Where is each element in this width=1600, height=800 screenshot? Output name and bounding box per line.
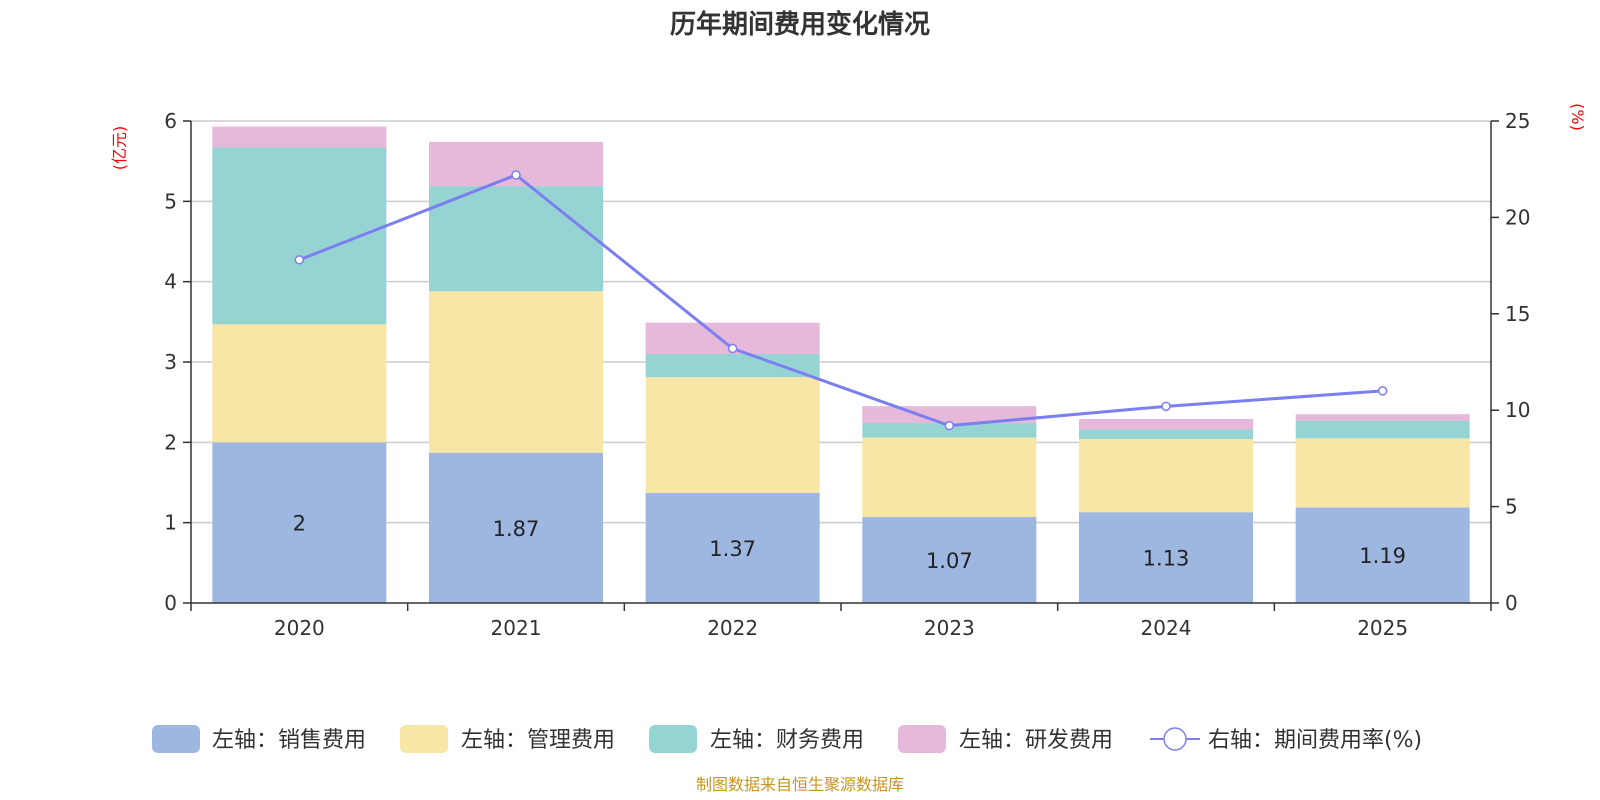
x-tick-label: 2022	[707, 616, 758, 640]
legend-label: 左轴：销售费用	[212, 728, 366, 753]
legend-label: 左轴：财务费用	[710, 728, 864, 753]
bar-segment	[1079, 429, 1253, 440]
rate-line	[294, 170, 1388, 431]
left-tick-label: 1	[164, 511, 177, 535]
source-note: 制图数据来自恒生聚源数据库	[696, 775, 904, 794]
left-tick-label: 6	[164, 109, 177, 133]
bar-segment	[1079, 512, 1253, 603]
bar-segment	[1295, 420, 1470, 439]
bar-segment	[212, 324, 387, 443]
bar-segment	[1295, 438, 1470, 508]
bar-segment	[862, 437, 1037, 518]
chart-title: 历年期间费用变化情况	[670, 9, 930, 40]
rate-point	[511, 170, 521, 180]
left-tick-label: 3	[164, 350, 177, 374]
rate-line-path	[298, 173, 1383, 428]
bar-segment	[1079, 439, 1253, 513]
legend: 左轴：销售费用 左轴：管理费用 左轴：财务费用 左轴：研发费用 右轴：期间费用率(%)	[152, 725, 1422, 753]
rate-point	[294, 255, 305, 265]
right-tick-label: 25	[1505, 109, 1530, 133]
right-tick-label: 10	[1505, 398, 1530, 422]
legend-label: 左轴：管理费用	[461, 728, 615, 753]
bar-segment	[1295, 507, 1470, 603]
bar-data-label: 1.07	[926, 549, 973, 573]
right-tick-label: 0	[1505, 591, 1518, 615]
right-axis-unit: (%)	[1568, 103, 1587, 131]
right-tick-label: 15	[1505, 302, 1530, 326]
bar-data-label: 2	[293, 512, 306, 536]
bar-segment	[1295, 414, 1470, 421]
x-tick-label: 2025	[1357, 616, 1408, 640]
legend-swatch	[152, 725, 200, 753]
rate-point	[1161, 401, 1171, 412]
x-tick-label: 2024	[1141, 616, 1192, 640]
bars: 2 1.87 1.37 1.07 1.13 1.19	[212, 126, 1470, 603]
legend-swatch	[400, 725, 448, 753]
x-tick-label: 2020	[274, 616, 325, 640]
legend-swatch	[649, 725, 697, 753]
legend-label: 右轴：期间费用率(%)	[1208, 728, 1422, 753]
bar-segment	[645, 353, 820, 378]
bar-segment	[429, 291, 603, 453]
left-axis-unit: (亿元)	[110, 126, 129, 171]
left-tick-label: 2	[164, 430, 177, 454]
x-tick-label: 2023	[924, 616, 975, 640]
legend-label: 左轴：研发费用	[959, 728, 1113, 753]
legend-swatch	[898, 725, 946, 753]
bar-data-label: 1.19	[1359, 544, 1406, 568]
left-tick-label: 0	[164, 591, 177, 615]
x-tick-label: 2021	[491, 616, 542, 640]
left-tick-label: 4	[164, 270, 177, 294]
bar-segment	[645, 492, 820, 603]
bar-segment	[645, 377, 820, 493]
bar-data-label: 1.87	[493, 517, 540, 541]
rate-point	[944, 420, 955, 431]
legend-swatch-marker	[1163, 727, 1187, 751]
rate-point	[1377, 386, 1388, 396]
bar-data-label: 1.37	[709, 537, 756, 561]
bar-segment	[429, 452, 603, 603]
right-tick-label: 20	[1505, 205, 1530, 229]
right-tick-label: 5	[1505, 495, 1518, 519]
bar-segment	[212, 442, 387, 603]
bar-segment	[1079, 419, 1253, 430]
bar-segment	[862, 517, 1037, 603]
bar-segment	[429, 186, 603, 292]
bar-data-label: 1.13	[1143, 547, 1190, 571]
rate-point	[727, 343, 738, 354]
left-tick-label: 5	[164, 189, 177, 213]
gridlines	[191, 120, 1491, 524]
bar-segment	[212, 126, 387, 148]
